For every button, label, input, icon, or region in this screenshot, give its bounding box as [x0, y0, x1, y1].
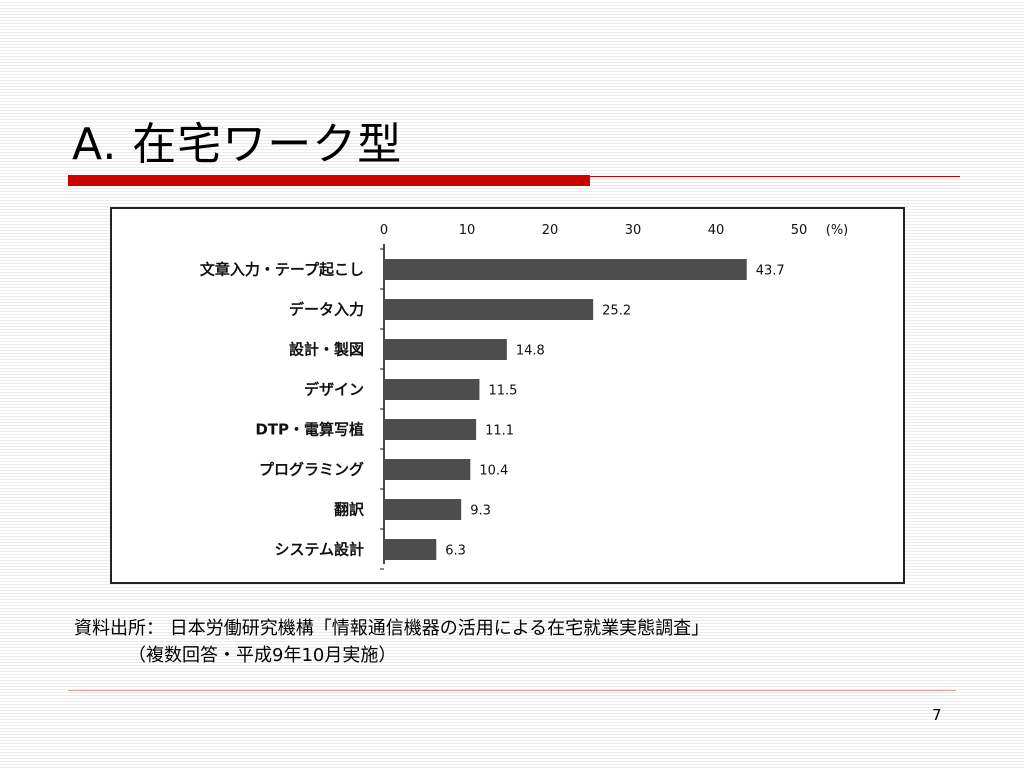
- x-tick-label: 50: [791, 223, 808, 238]
- source-citation: 資料出所： 日本労働研究機構「情報通信機器の活用による在宅就業実態調査」: [74, 618, 710, 639]
- title-underline-thin: [590, 176, 960, 177]
- category-label: 翻訳: [334, 501, 365, 519]
- bar-value-label: 25.2: [602, 304, 631, 319]
- bar: [384, 339, 507, 360]
- bar-value-label: 11.1: [485, 424, 514, 439]
- x-tick-label: 30: [625, 223, 642, 238]
- x-tick-label: 40: [708, 223, 725, 238]
- bar: [384, 299, 594, 320]
- bar: [384, 419, 477, 440]
- bar: [384, 499, 462, 520]
- title-underline-thick: [68, 175, 590, 186]
- x-tick-label: 20: [542, 223, 559, 238]
- bar-value-label: 14.8: [516, 344, 545, 359]
- category-label: システム設計: [274, 541, 364, 559]
- footer-divider: [68, 690, 956, 691]
- bar: [384, 459, 471, 480]
- category-label: 文章入力・テープ起こし: [200, 261, 364, 279]
- category-label: 設計・製図: [289, 341, 364, 359]
- bar-value-label: 9.3: [470, 504, 491, 519]
- category-label: データ入力: [289, 301, 364, 319]
- bar-value-label: 11.5: [488, 384, 517, 399]
- category-label: デザイン: [304, 381, 364, 399]
- category-label: プログラミング: [259, 461, 364, 479]
- slide-title: A. 在宅ワーク型: [72, 119, 403, 170]
- bar-chart: 0 10 20 30 40 50 (%) 文章入力・テープ起こし 43.7 データ入力 25.2 設計…: [200, 223, 849, 570]
- bar: [384, 539, 437, 560]
- bar: [384, 379, 480, 400]
- source-citation-note: （複数回答・平成9年10月実施）: [128, 645, 397, 666]
- page-number: 7: [932, 706, 942, 724]
- x-tick-label: 0: [380, 223, 388, 238]
- category-label: DTP・電算写植: [255, 421, 364, 439]
- bar-chart-frame: 0 10 20 30 40 50 (%) 文章入力・テープ起こし 43.7 データ入力 25.2 設計…: [110, 207, 905, 584]
- bar-value-label: 6.3: [445, 544, 466, 559]
- x-tick-label: 10: [459, 223, 476, 238]
- x-unit-label: (%): [826, 223, 849, 238]
- bar-value-label: 10.4: [479, 464, 508, 479]
- bar-value-label: 43.7: [756, 264, 785, 279]
- bar: [384, 259, 747, 280]
